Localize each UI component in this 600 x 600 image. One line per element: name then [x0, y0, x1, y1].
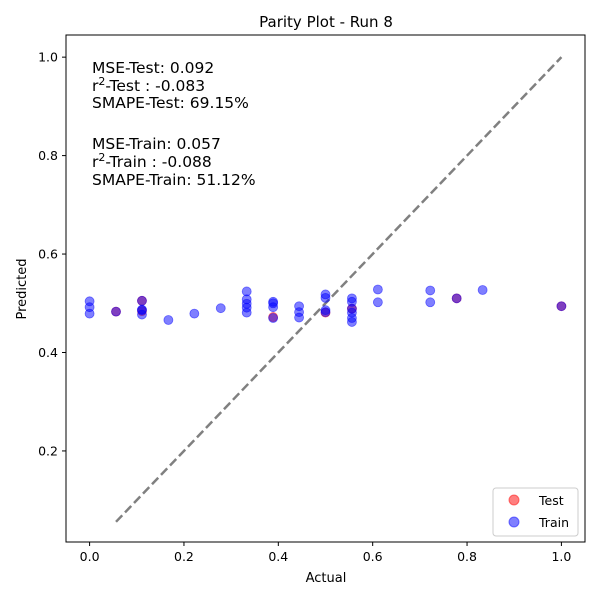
y-axis: 0.2 0.4 0.6 0.8 1.0: [38, 50, 66, 458]
train-point: [111, 306, 121, 317]
train-point: [425, 297, 436, 308]
smape-test-text: SMAPE-Test: 69.15%: [92, 94, 249, 112]
x-tick-label: 0.8: [457, 549, 477, 564]
train-point: [320, 307, 331, 318]
chart-title: Parity Plot - Run 8: [259, 13, 393, 31]
train-point: [294, 312, 304, 323]
train-point: [241, 307, 252, 318]
train-point: [372, 297, 383, 308]
mse-test-text: MSE-Test: 0.092: [92, 59, 214, 77]
x-tick-label: 0.4: [268, 549, 288, 564]
train-point: [320, 292, 331, 303]
r2-test-sup: 2: [98, 75, 105, 88]
legend-test-marker: [508, 494, 520, 506]
legend-train-marker: [508, 516, 520, 528]
legend: Test Train: [492, 487, 579, 537]
x-tick-label: 0.0: [80, 549, 100, 564]
train-point: [137, 295, 147, 306]
r2-train-text: r2-Train : -0.088: [92, 151, 212, 171]
series-train: [84, 284, 567, 327]
y-tick-label: 0.6: [38, 247, 58, 262]
train-point: [163, 315, 174, 325]
r2-train-sup: 2: [98, 151, 105, 164]
x-axis-label: Actual: [306, 571, 347, 586]
x-tick-label: 0.6: [363, 549, 383, 564]
train-point: [556, 301, 567, 312]
train-point: [268, 302, 279, 313]
y-tick-label: 1.0: [38, 50, 58, 65]
x-tick-label: 0.2: [174, 549, 194, 564]
smape-train-text: SMAPE-Train: 51.12%: [92, 171, 256, 189]
y-axis-label: Predicted: [15, 258, 30, 319]
train-point: [189, 308, 200, 319]
plot-frame: [65, 34, 586, 543]
series-test: [111, 293, 567, 322]
train-point: [347, 317, 357, 327]
train-point: [425, 285, 436, 296]
plot-area: [65, 34, 586, 543]
r2-test-suffix: -Test : -0.083: [105, 77, 205, 95]
y-tick-label: 0.4: [38, 345, 58, 360]
y-tick-label: 0.8: [38, 148, 58, 163]
points-layer: [84, 284, 567, 327]
legend-train-label: Train: [538, 515, 569, 530]
train-point: [451, 293, 462, 304]
test-metrics: MSE-Test: 0.092 r2-Test : -0.083 SMAPE-T…: [92, 59, 249, 112]
x-tick-label: 1.0: [551, 549, 571, 564]
train-point: [84, 308, 95, 319]
legend-test-label: Test: [538, 493, 564, 508]
diagonal-reference-line: [115, 56, 563, 523]
x-axis: 0.0 0.2 0.4 0.6 0.8 1.0: [80, 542, 571, 564]
train-point: [372, 284, 383, 295]
y-tick-label: 0.2: [38, 443, 58, 458]
r2-train-suffix: -Train : -0.088: [105, 153, 211, 171]
r2-test-prefix: r: [92, 77, 99, 95]
train-point: [477, 285, 488, 295]
mse-train-text: MSE-Train: 0.057: [92, 135, 221, 153]
r2-train-prefix: r: [92, 153, 99, 171]
train-point: [137, 305, 147, 316]
train-point: [268, 313, 279, 323]
train-point: [215, 303, 226, 314]
train-metrics: MSE-Train: 0.057 r2-Train : -0.088 SMAPE…: [92, 135, 256, 189]
r2-test-text: r2-Test : -0.083: [92, 75, 205, 95]
